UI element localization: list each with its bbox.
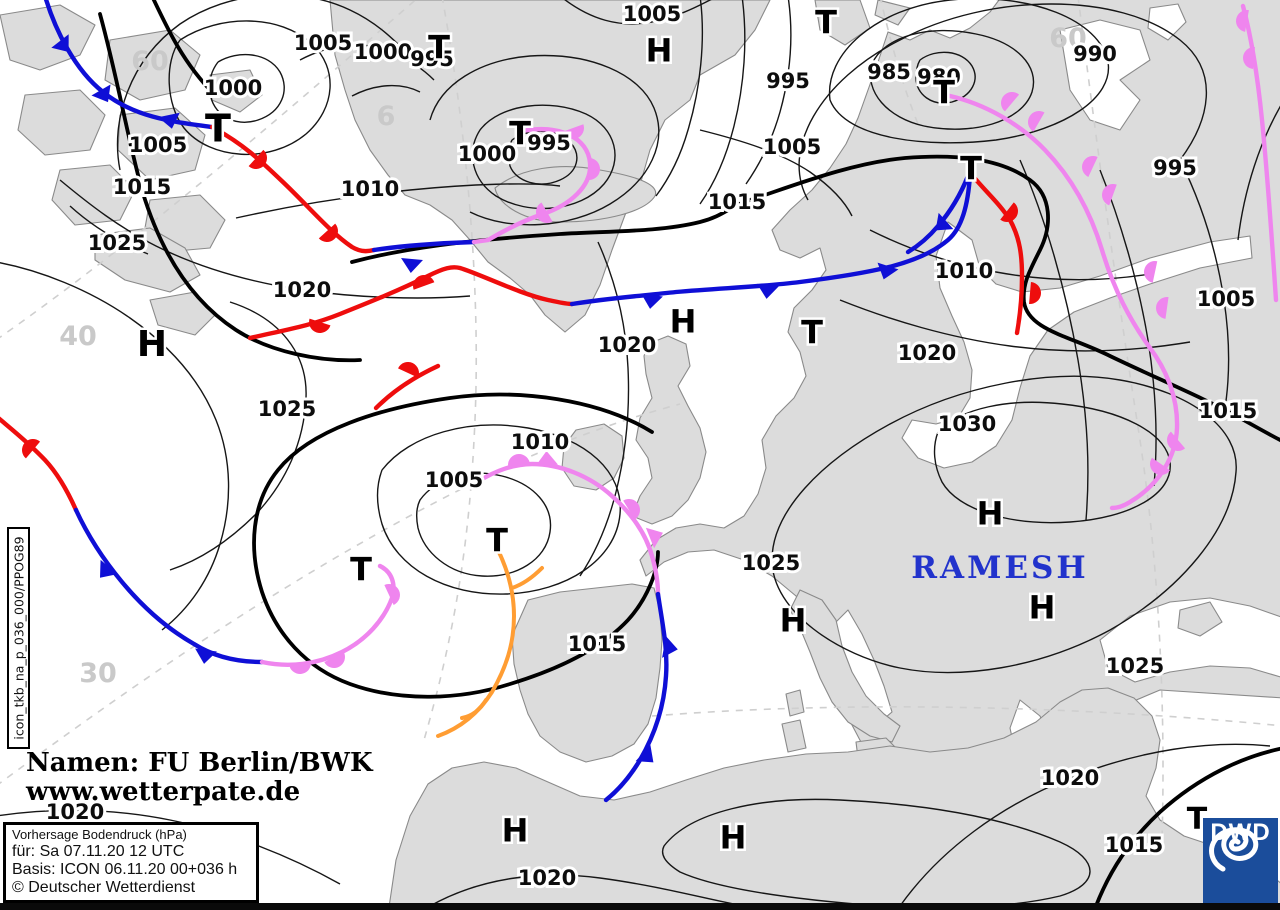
graticule-lines — [0, 0, 1280, 841]
plabels-label: 1000 — [204, 76, 262, 100]
front-symbols — [22, 10, 1255, 763]
plabels-label: 1000 — [354, 40, 412, 64]
plabels-label: 1020 — [598, 333, 656, 357]
legend-valid-time: für: Sa 07.11.20 12 UTC — [12, 843, 185, 860]
plabels-label: 1015 — [1105, 833, 1163, 857]
glabels-label: 30 — [79, 658, 117, 689]
graticule-labels-layer: 60 6 40 30 60 — [59, 23, 1087, 689]
plabels-label: 1010 — [935, 259, 993, 283]
plabels-label: 1015 — [1199, 399, 1257, 423]
centers-label: H — [780, 602, 807, 640]
plabels-label: 1020 — [273, 278, 331, 302]
centers-label: H — [502, 812, 529, 850]
plabels-label: 995 — [1153, 156, 1197, 180]
plabels-label: 1005 — [425, 468, 483, 492]
storm-name-layer: RAMESH — [911, 550, 1088, 586]
centers-label: T — [960, 150, 982, 188]
product-code-box: icon_tkb_na_p_036_000/PPOG89 — [7, 527, 30, 749]
plabels-label: 1025 — [258, 397, 316, 421]
plabels-label: 1005 — [1197, 287, 1255, 311]
centers-label: T — [205, 107, 231, 151]
centers-label: H — [646, 32, 673, 70]
bottom-bar — [0, 903, 1280, 910]
legend-box: Vorhersage Bodendruck (hPa) für: Sa 07.1… — [3, 822, 259, 903]
plabels-label: 990 — [1073, 42, 1117, 66]
plabels-label: 1005 — [763, 135, 821, 159]
plabels-label: 995 — [410, 47, 454, 71]
plabels-label: 1005 — [294, 31, 352, 55]
credit-line: www.wetterpate.de — [25, 777, 300, 807]
dwd-spiral-icon — [1209, 827, 1259, 872]
centers-label: T — [428, 29, 450, 67]
plabels-label: 1015 — [568, 632, 626, 656]
fronts-layer — [0, 0, 1279, 803]
centers-label: H — [137, 324, 167, 365]
legend-title: Vorhersage Bodendruck (hPa) — [12, 827, 187, 842]
centers-label: T — [486, 522, 508, 560]
plabels-label: 1025 — [88, 231, 146, 255]
plabels-label: 1020 — [1041, 766, 1099, 790]
product-code-label: icon_tkb_na_p_036_000/PPOG89 — [11, 536, 26, 740]
dwd-logo: DWD — [1203, 818, 1278, 904]
plabels-label: 985 — [867, 60, 911, 84]
legend-model-basis: Basis: ICON 06.11.20 00+036 h — [12, 861, 238, 878]
centers-label: H — [1029, 589, 1056, 627]
plabels-label: 1030 — [938, 412, 996, 436]
plabels-label: 980 — [917, 65, 961, 89]
plabels-label: 1015 — [708, 190, 766, 214]
plabels-label: 1020 — [898, 341, 956, 365]
centers-label: T — [801, 314, 823, 352]
centers-label: T — [815, 4, 837, 42]
centers-label: T — [933, 74, 955, 112]
centers-label: H — [977, 495, 1004, 533]
centers-label: T — [350, 551, 372, 589]
plabels-label: 1025 — [742, 551, 800, 575]
plabels-label: 1010 — [341, 177, 399, 201]
plabels-label: 1005 — [623, 2, 681, 26]
plabels-label: 1025 — [1106, 654, 1164, 678]
legend-copyright: © Deutscher Wetterdienst — [12, 879, 196, 896]
glabels-label: 6 — [377, 101, 396, 132]
plabels-label: 1020 — [518, 866, 576, 890]
plabels-label: 1015 — [113, 175, 171, 199]
plabels-label: 1000 — [458, 142, 516, 166]
glabels-label: 40 — [59, 321, 97, 352]
credit-line: Namen: FU Berlin/BWK — [26, 748, 374, 778]
storm-label: RAMESH — [911, 550, 1088, 586]
glabels-label: 60 — [131, 46, 169, 77]
centers-label: T — [509, 115, 531, 153]
glabels-label: 60 — [1049, 23, 1087, 54]
centers-label: H — [670, 303, 697, 341]
plabels-label: 1005 — [129, 133, 187, 157]
plabels-label: 1010 — [511, 430, 569, 454]
plabels-label: 995 — [766, 69, 810, 93]
centers-label: H — [720, 819, 747, 857]
plabels-label: 995 — [527, 131, 571, 155]
